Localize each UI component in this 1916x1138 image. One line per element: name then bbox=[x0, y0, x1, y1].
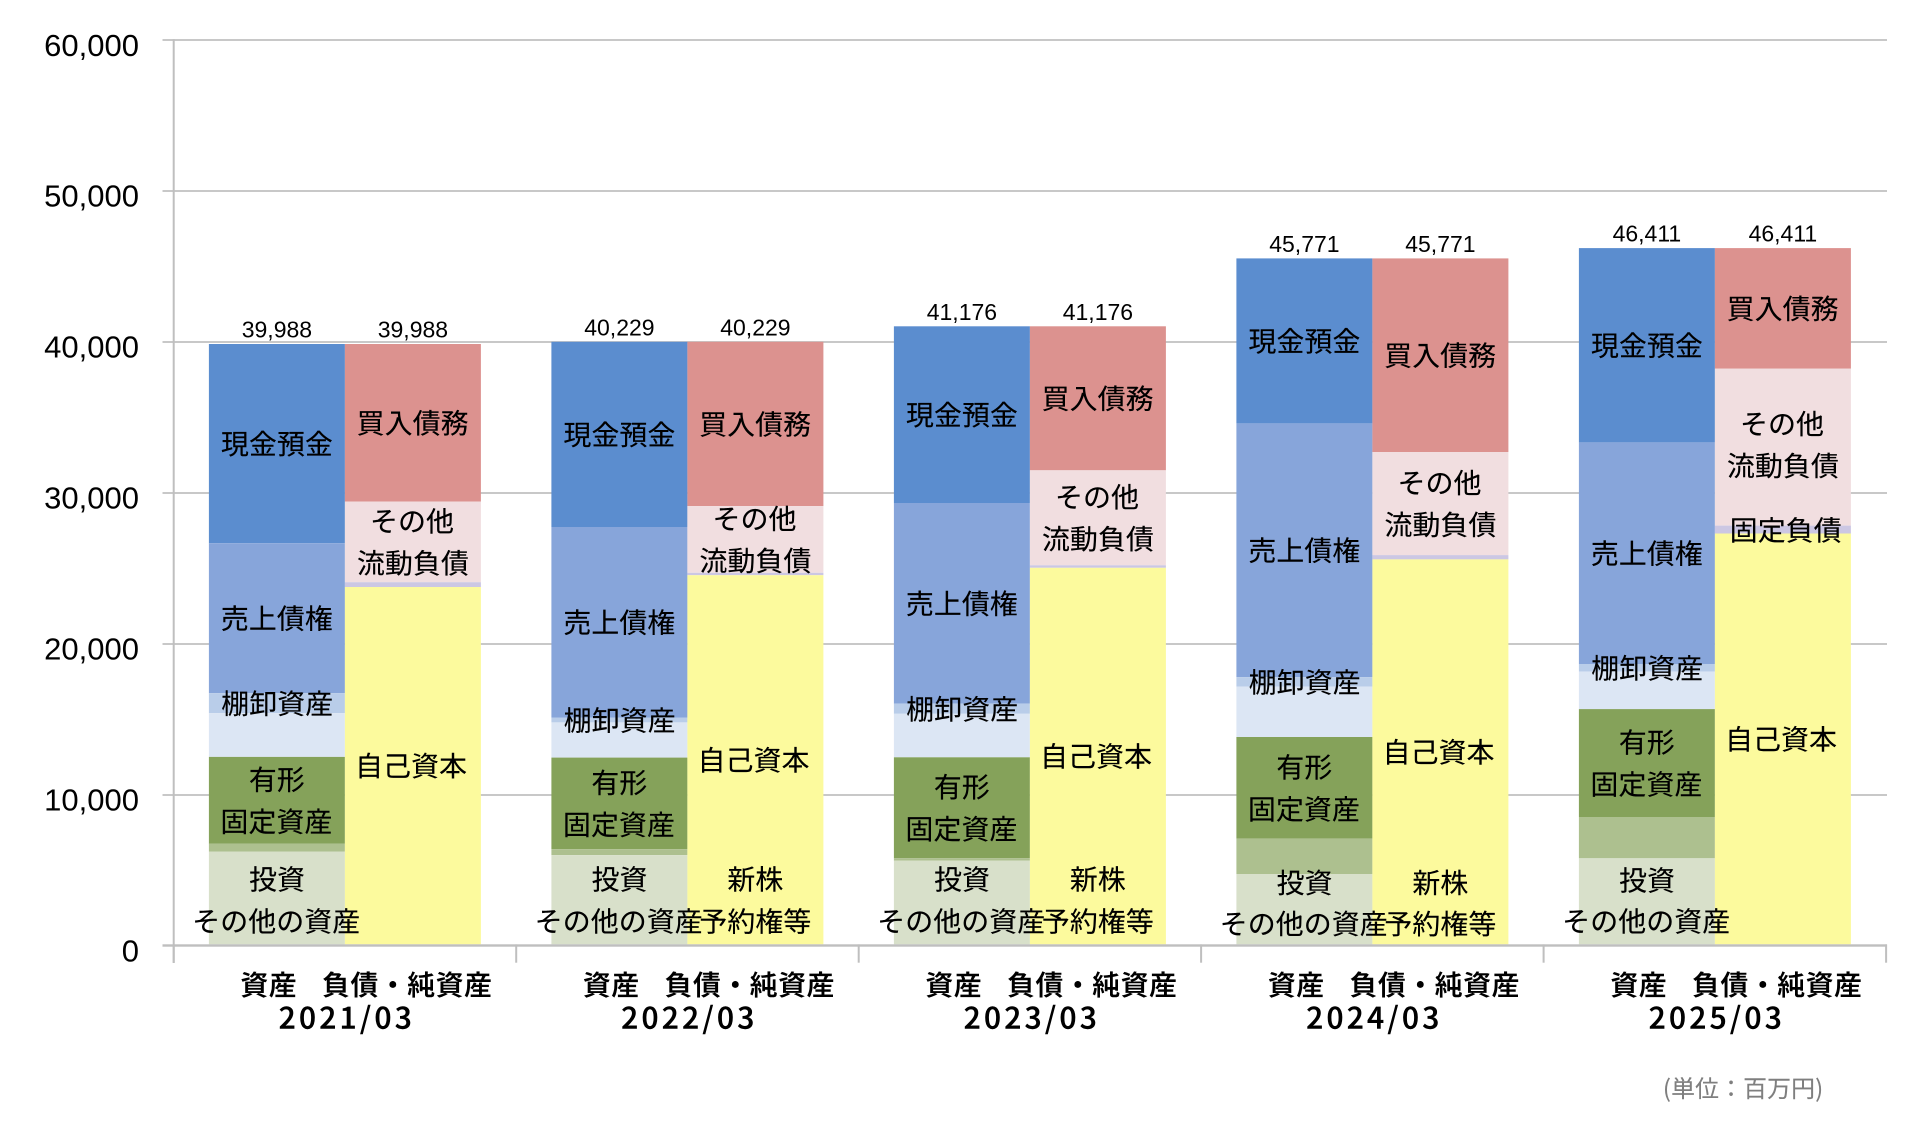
svg-text:60,000: 60,000 bbox=[44, 28, 139, 63]
svg-text:40,000: 40,000 bbox=[44, 330, 139, 365]
svg-text:41,176: 41,176 bbox=[927, 299, 997, 325]
svg-text:41,176: 41,176 bbox=[1063, 299, 1133, 325]
svg-text:39,988: 39,988 bbox=[242, 317, 312, 343]
svg-text:46,411: 46,411 bbox=[1749, 221, 1818, 247]
svg-text:20,000: 20,000 bbox=[44, 632, 139, 667]
svg-text:45,771: 45,771 bbox=[1269, 231, 1339, 257]
svg-text:46,411: 46,411 bbox=[1613, 221, 1682, 247]
svg-text:30,000: 30,000 bbox=[44, 481, 139, 516]
svg-text:40,229: 40,229 bbox=[584, 314, 654, 340]
svg-text:39,988: 39,988 bbox=[378, 317, 448, 343]
svg-text:40,229: 40,229 bbox=[720, 314, 790, 340]
svg-text:45,771: 45,771 bbox=[1405, 231, 1475, 257]
svg-text:50,000: 50,000 bbox=[44, 179, 139, 214]
svg-text:10,000: 10,000 bbox=[44, 782, 139, 817]
svg-text:0: 0 bbox=[122, 933, 139, 968]
